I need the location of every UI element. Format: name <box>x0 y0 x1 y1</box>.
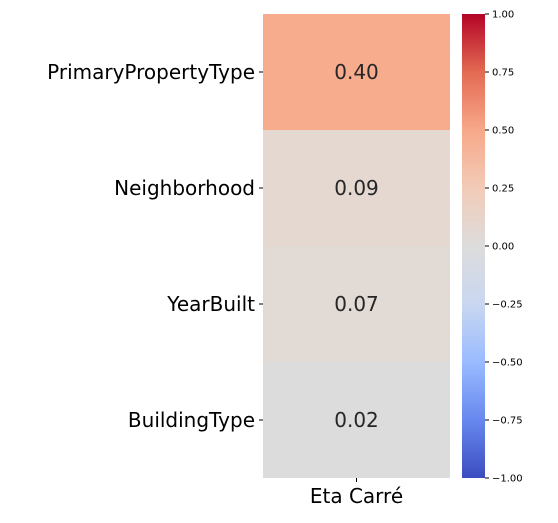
colorbar-tick-label: −0.50 <box>492 358 523 369</box>
colorbar-tick-label: 1.00 <box>492 10 514 21</box>
row-label-primarypropertytype: PrimaryPropertyType <box>47 60 255 84</box>
cell-value-buildingtype: 0.02 <box>334 408 379 432</box>
heatmap-cell-neighborhood <box>263 130 450 246</box>
cell-value-yearbuilt: 0.07 <box>334 292 379 316</box>
colorbar: 1.00 0.75 0.50 0.25 0.00 −0.25 −0.50 −0.75 −1.00 <box>462 10 523 485</box>
column-label: Eta Carré <box>310 484 403 508</box>
cell-value-primarypropertytype: 0.40 <box>334 60 379 84</box>
colorbar-tick-label: 0.50 <box>492 126 514 137</box>
row-label-buildingtype: BuildingType <box>128 408 255 432</box>
row-label-neighborhood: Neighborhood <box>114 176 255 200</box>
cell-value-neighborhood: 0.09 <box>334 176 379 200</box>
x-axis: Eta Carré <box>310 478 403 508</box>
row-labels: PrimaryPropertyType Neighborhood YearBuilt… <box>47 60 263 432</box>
colorbar-tick-label: −0.25 <box>492 300 523 311</box>
colorbar-gradient <box>462 14 485 478</box>
colorbar-tick-label: 0.25 <box>492 184 514 195</box>
colorbar-tick-label: −1.00 <box>492 474 523 485</box>
heatmap-cell-primarypropertytype <box>263 14 450 130</box>
heatmap-cells: 0.40 0.09 0.07 0.02 <box>263 14 450 478</box>
heatmap-cell-yearbuilt <box>263 246 450 362</box>
colorbar-tick-label: 0.00 <box>492 242 514 253</box>
row-label-yearbuilt: YearBuilt <box>166 292 255 316</box>
colorbar-tick-label: 0.75 <box>492 68 514 79</box>
heatmap-cell-buildingtype <box>263 362 450 478</box>
colorbar-tick-label: −0.75 <box>492 416 523 427</box>
